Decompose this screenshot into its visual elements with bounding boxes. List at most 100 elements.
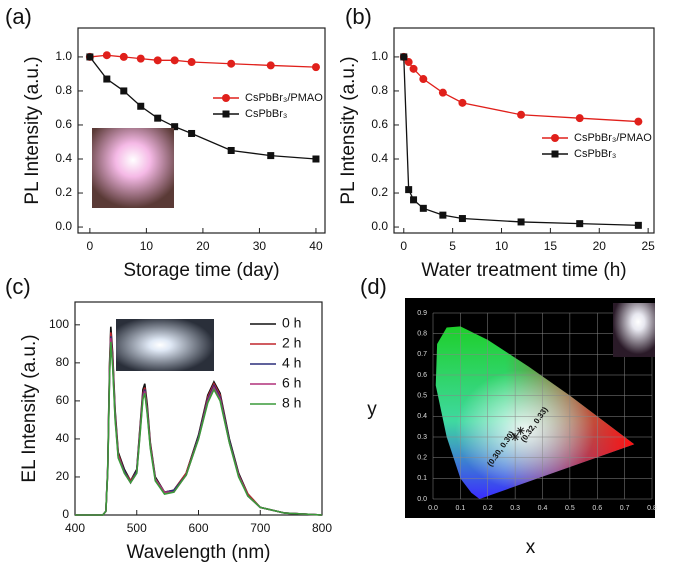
point bbox=[516, 426, 525, 435]
legend-marker bbox=[551, 134, 559, 142]
x-tick-label: 0 bbox=[400, 239, 407, 253]
x-tick-label: 0 bbox=[87, 239, 94, 253]
y-tick-label: 20 bbox=[56, 469, 70, 483]
point bbox=[410, 196, 418, 204]
y-axis-label: PL Intensity (a.u.) bbox=[22, 56, 43, 204]
x-tick-label: 0.6 bbox=[592, 505, 602, 512]
point bbox=[419, 75, 428, 84]
x-tick-label: 5 bbox=[449, 239, 456, 253]
y-tick-label: 1.0 bbox=[371, 49, 388, 63]
x-tick-label: 20 bbox=[593, 239, 607, 253]
y-tick-label: 0.6 bbox=[55, 117, 72, 131]
y-tick-label: 0.6 bbox=[371, 117, 388, 131]
inset-photo bbox=[613, 303, 655, 357]
y-axis-label: y bbox=[367, 399, 377, 420]
legend-label: 0 h bbox=[282, 315, 301, 331]
legend-label: CsPbBr₃/PMAO bbox=[245, 92, 323, 104]
y-tick-label: 0.4 bbox=[371, 151, 388, 165]
gamut-fill bbox=[435, 326, 635, 499]
inset-photo bbox=[116, 319, 214, 371]
point bbox=[517, 110, 526, 119]
legend-label: CsPbBr₃ bbox=[245, 108, 287, 120]
legend-marker bbox=[551, 150, 559, 158]
x-tick-label: 10 bbox=[495, 239, 509, 253]
y-tick-label: 0 bbox=[62, 507, 69, 521]
point bbox=[119, 52, 128, 61]
point bbox=[634, 117, 643, 126]
x-tick-label: 400 bbox=[65, 521, 85, 535]
legend-label: 4 h bbox=[282, 355, 301, 371]
x-tick-label: 0.7 bbox=[620, 505, 630, 512]
y-tick-label: 0.2 bbox=[417, 455, 427, 462]
series-line bbox=[75, 341, 323, 516]
x-axis-label: Storage time (day) bbox=[123, 260, 279, 281]
y-tick-label: 0.4 bbox=[55, 151, 72, 165]
x-tick-label: 15 bbox=[544, 239, 558, 253]
y-tick-label: 0.8 bbox=[371, 83, 388, 97]
y-tick-label: 0.3 bbox=[417, 434, 427, 441]
y-tick-label: 0.2 bbox=[371, 185, 388, 199]
point bbox=[103, 75, 111, 83]
point bbox=[511, 433, 520, 441]
plot-frame bbox=[77, 27, 326, 234]
x-axis-label: x bbox=[526, 537, 536, 558]
point bbox=[137, 102, 145, 110]
plot-frame bbox=[393, 27, 655, 234]
point bbox=[227, 146, 235, 154]
point bbox=[266, 61, 275, 70]
x-tick-label: 600 bbox=[188, 521, 208, 535]
y-axis-label: PL Intensity (a.u.) bbox=[338, 56, 359, 204]
y-tick-label: 80 bbox=[56, 355, 70, 369]
x-axis-label: Water treatment time (h) bbox=[421, 260, 626, 281]
y-tick-label: 0.8 bbox=[55, 83, 72, 97]
point bbox=[409, 64, 418, 73]
panel-label: (a) bbox=[5, 4, 32, 29]
legend-label: 2 h bbox=[282, 335, 301, 351]
legend-label: 6 h bbox=[282, 375, 301, 391]
point bbox=[120, 87, 128, 95]
legend-label: 8 h bbox=[282, 395, 301, 411]
series-line bbox=[89, 54, 316, 68]
x-tick-label: 20 bbox=[196, 239, 210, 253]
y-tick-label: 0.9 bbox=[417, 310, 427, 317]
x-tick-label: 700 bbox=[250, 521, 270, 535]
point bbox=[634, 221, 642, 229]
x-axis-label: Wavelength (nm) bbox=[127, 542, 271, 563]
y-axis-label: EL Intensity (a.u.) bbox=[19, 334, 40, 482]
point bbox=[102, 51, 111, 60]
y-tick-label: 1.0 bbox=[55, 49, 72, 63]
x-tick-label: 0.8 bbox=[647, 505, 657, 512]
x-tick-label: 0.4 bbox=[538, 505, 548, 512]
legend-marker bbox=[222, 94, 230, 102]
y-tick-label: 0.4 bbox=[417, 413, 427, 420]
x-tick-label: 0.2 bbox=[483, 505, 493, 512]
y-tick-label: 100 bbox=[49, 317, 69, 331]
legend-label: CsPbBr₃ bbox=[574, 148, 616, 160]
point bbox=[170, 56, 179, 65]
point bbox=[171, 123, 179, 131]
point bbox=[458, 215, 466, 223]
chromaticity-gamut bbox=[435, 326, 635, 499]
x-tick-label: 0.3 bbox=[510, 505, 520, 512]
point bbox=[153, 56, 162, 65]
x-tick-label: 40 bbox=[309, 239, 323, 253]
y-tick-label: 0.7 bbox=[417, 351, 427, 358]
inset-photo bbox=[92, 128, 174, 208]
x-tick-label: 0.0 bbox=[428, 505, 438, 512]
y-tick-label: 0.6 bbox=[417, 372, 427, 379]
legend-marker bbox=[222, 110, 230, 118]
point bbox=[575, 114, 584, 123]
point bbox=[405, 186, 413, 194]
point bbox=[517, 218, 525, 226]
point bbox=[136, 54, 145, 63]
x-tick-label: 30 bbox=[253, 239, 267, 253]
point bbox=[419, 204, 427, 212]
point bbox=[227, 59, 236, 68]
x-tick-label: 0.1 bbox=[456, 505, 466, 512]
y-tick-label: 0.0 bbox=[371, 219, 388, 233]
point bbox=[438, 88, 447, 97]
point bbox=[86, 53, 94, 61]
point bbox=[154, 114, 162, 122]
point bbox=[576, 220, 584, 228]
point bbox=[188, 129, 196, 137]
